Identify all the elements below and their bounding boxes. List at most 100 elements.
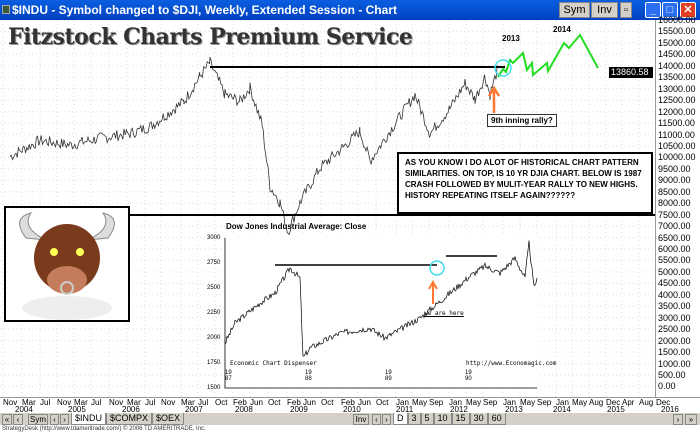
month-label: Sep <box>483 398 498 407</box>
month-label: Jan <box>449 398 462 407</box>
price-label: 6000.00 <box>658 244 691 254</box>
banner-logo: Fitzstock Charts Premium Service <box>8 24 413 50</box>
inset-x-label: 19 89 <box>385 370 392 382</box>
year-label: 2012 <box>450 405 468 414</box>
we-are-here-label: we are here <box>424 310 464 317</box>
scroll-next-button[interactable]: › <box>673 414 683 425</box>
month-label: Nov <box>57 398 72 407</box>
label-2013: 2013 <box>502 34 520 43</box>
symbol-next-button[interactable]: › <box>60 414 69 425</box>
scroll-prev-button[interactable]: ‹ <box>13 414 23 425</box>
app-icon <box>2 5 10 14</box>
month-label: Aug <box>589 398 604 407</box>
interval-tab[interactable]: 15 <box>451 413 470 425</box>
symbol-tab[interactable]: $OEX <box>152 413 185 425</box>
month-label: Jun <box>250 398 263 407</box>
date-axis: Nov Mar Jul Nov Mar Jul Nov Mar Jul Nov Mar Jul Oct F… <box>0 397 700 414</box>
month-label: Oct <box>268 398 281 407</box>
inset-price-line <box>224 240 538 357</box>
month-label: Dec <box>656 398 671 407</box>
year-label: 2015 <box>607 405 625 414</box>
price-label: 9500.00 <box>658 163 691 174</box>
scroll-last-button[interactable]: » <box>685 414 697 425</box>
month-label: Jun <box>358 398 371 407</box>
interval-tab[interactable]: 30 <box>469 413 488 425</box>
interval-next-button[interactable]: › <box>382 414 391 425</box>
inset-y-label: 2000 <box>207 335 221 341</box>
projection-line <box>497 33 599 78</box>
price-label: 13000.00 <box>658 83 696 94</box>
djia-price-line <box>9 57 499 236</box>
month-label: Oct <box>321 398 334 407</box>
price-label: 13500.00 <box>658 72 696 83</box>
inset-y-label: 3000 <box>207 235 221 241</box>
scroll-first-button[interactable]: « <box>2 414 12 425</box>
bull-icon <box>19 212 115 320</box>
interval-tab[interactable]: 5 <box>420 413 434 425</box>
inset-arrow-icon <box>428 279 438 304</box>
year-label: 2016 <box>661 405 679 414</box>
maximize-button[interactable]: □ <box>662 2 678 18</box>
price-label: 1500.00 <box>658 347 691 358</box>
price-label: 1000.00 <box>658 358 691 369</box>
year-label: 2008 <box>235 405 253 414</box>
month-label: Jan <box>503 398 516 407</box>
inset-x-label: 19 88 <box>305 370 312 382</box>
month-label: Mar <box>181 398 195 407</box>
month-label: Nov <box>109 398 124 407</box>
inset-x-label: 19 90 <box>465 370 472 382</box>
price-label: 16000.00 <box>658 15 696 25</box>
price-label: 2000.00 <box>658 335 691 346</box>
inset-x-label: 19 87 <box>225 370 232 382</box>
interval-tab[interactable]: 60 <box>487 413 506 425</box>
year-label: 2005 <box>68 405 86 414</box>
close-button[interactable]: ✕ <box>680 2 696 18</box>
price-label: 5500.00 <box>658 255 691 266</box>
sym-button[interactable]: Sym <box>559 2 590 18</box>
minimize-button[interactable]: _ <box>645 2 661 18</box>
month-label: Nov <box>161 398 176 407</box>
month-label: Oct <box>376 398 389 407</box>
commentary-note: AS YOU KNOW I DO ALOT OF HISTORICAL CHAR… <box>397 152 653 214</box>
price-label: 11500.00 <box>658 118 695 129</box>
month-label: Jul <box>145 398 156 407</box>
interval-prev-button[interactable]: ‹ <box>372 414 381 425</box>
interval-tab[interactable]: 10 <box>433 413 452 425</box>
inset-y-label: 1500 <box>207 385 221 391</box>
month-label: May <box>520 398 536 407</box>
year-label: 2014 <box>553 405 571 414</box>
symbol-prev-button[interactable]: ‹ <box>50 414 59 425</box>
symbol-tab[interactable]: $INDU <box>71 413 107 425</box>
arrow-icon <box>487 85 501 113</box>
interval-tab[interactable]: 3 <box>407 413 421 425</box>
month-label: Oct <box>215 398 228 407</box>
inv-toolbar-button[interactable]: Inv <box>353 414 369 425</box>
sym-toolbar-button[interactable]: Sym <box>28 414 48 425</box>
price-label: 15000.00 <box>658 37 696 48</box>
interval-tab[interactable]: D <box>393 413 408 425</box>
price-label: 7000.00 <box>658 221 691 232</box>
inv-button[interactable]: Inv <box>591 2 618 18</box>
highlight-circle <box>494 59 512 77</box>
restore-small-button[interactable]: ▫ <box>620 2 632 18</box>
month-label: Mar <box>74 398 88 407</box>
year-label: 2009 <box>290 405 308 414</box>
price-label: 2500.00 <box>658 324 691 335</box>
bull-image <box>4 206 130 322</box>
year-label: 2013 <box>505 405 523 414</box>
price-label: 12500.00 <box>658 95 696 106</box>
inset-highlight-circle <box>429 260 445 276</box>
symbol-tab[interactable]: $COMPX <box>106 413 153 425</box>
month-label: Mar <box>127 398 141 407</box>
month-label: May <box>572 398 588 407</box>
price-label: 15500.00 <box>658 26 696 37</box>
inset-title: Dow Jones Industrial Average: Close <box>226 222 367 231</box>
label-2014: 2014 <box>553 25 571 34</box>
month-label: Jan <box>556 398 569 407</box>
price-label: 500.00 <box>658 369 686 380</box>
price-axis[interactable]: 16000.00 15500.00 15000.00 14500.00 14000.00… <box>609 15 700 397</box>
inset-y-label: 2500 <box>207 285 221 291</box>
price-label: 4500.00 <box>658 278 691 289</box>
inset-background <box>225 236 537 388</box>
